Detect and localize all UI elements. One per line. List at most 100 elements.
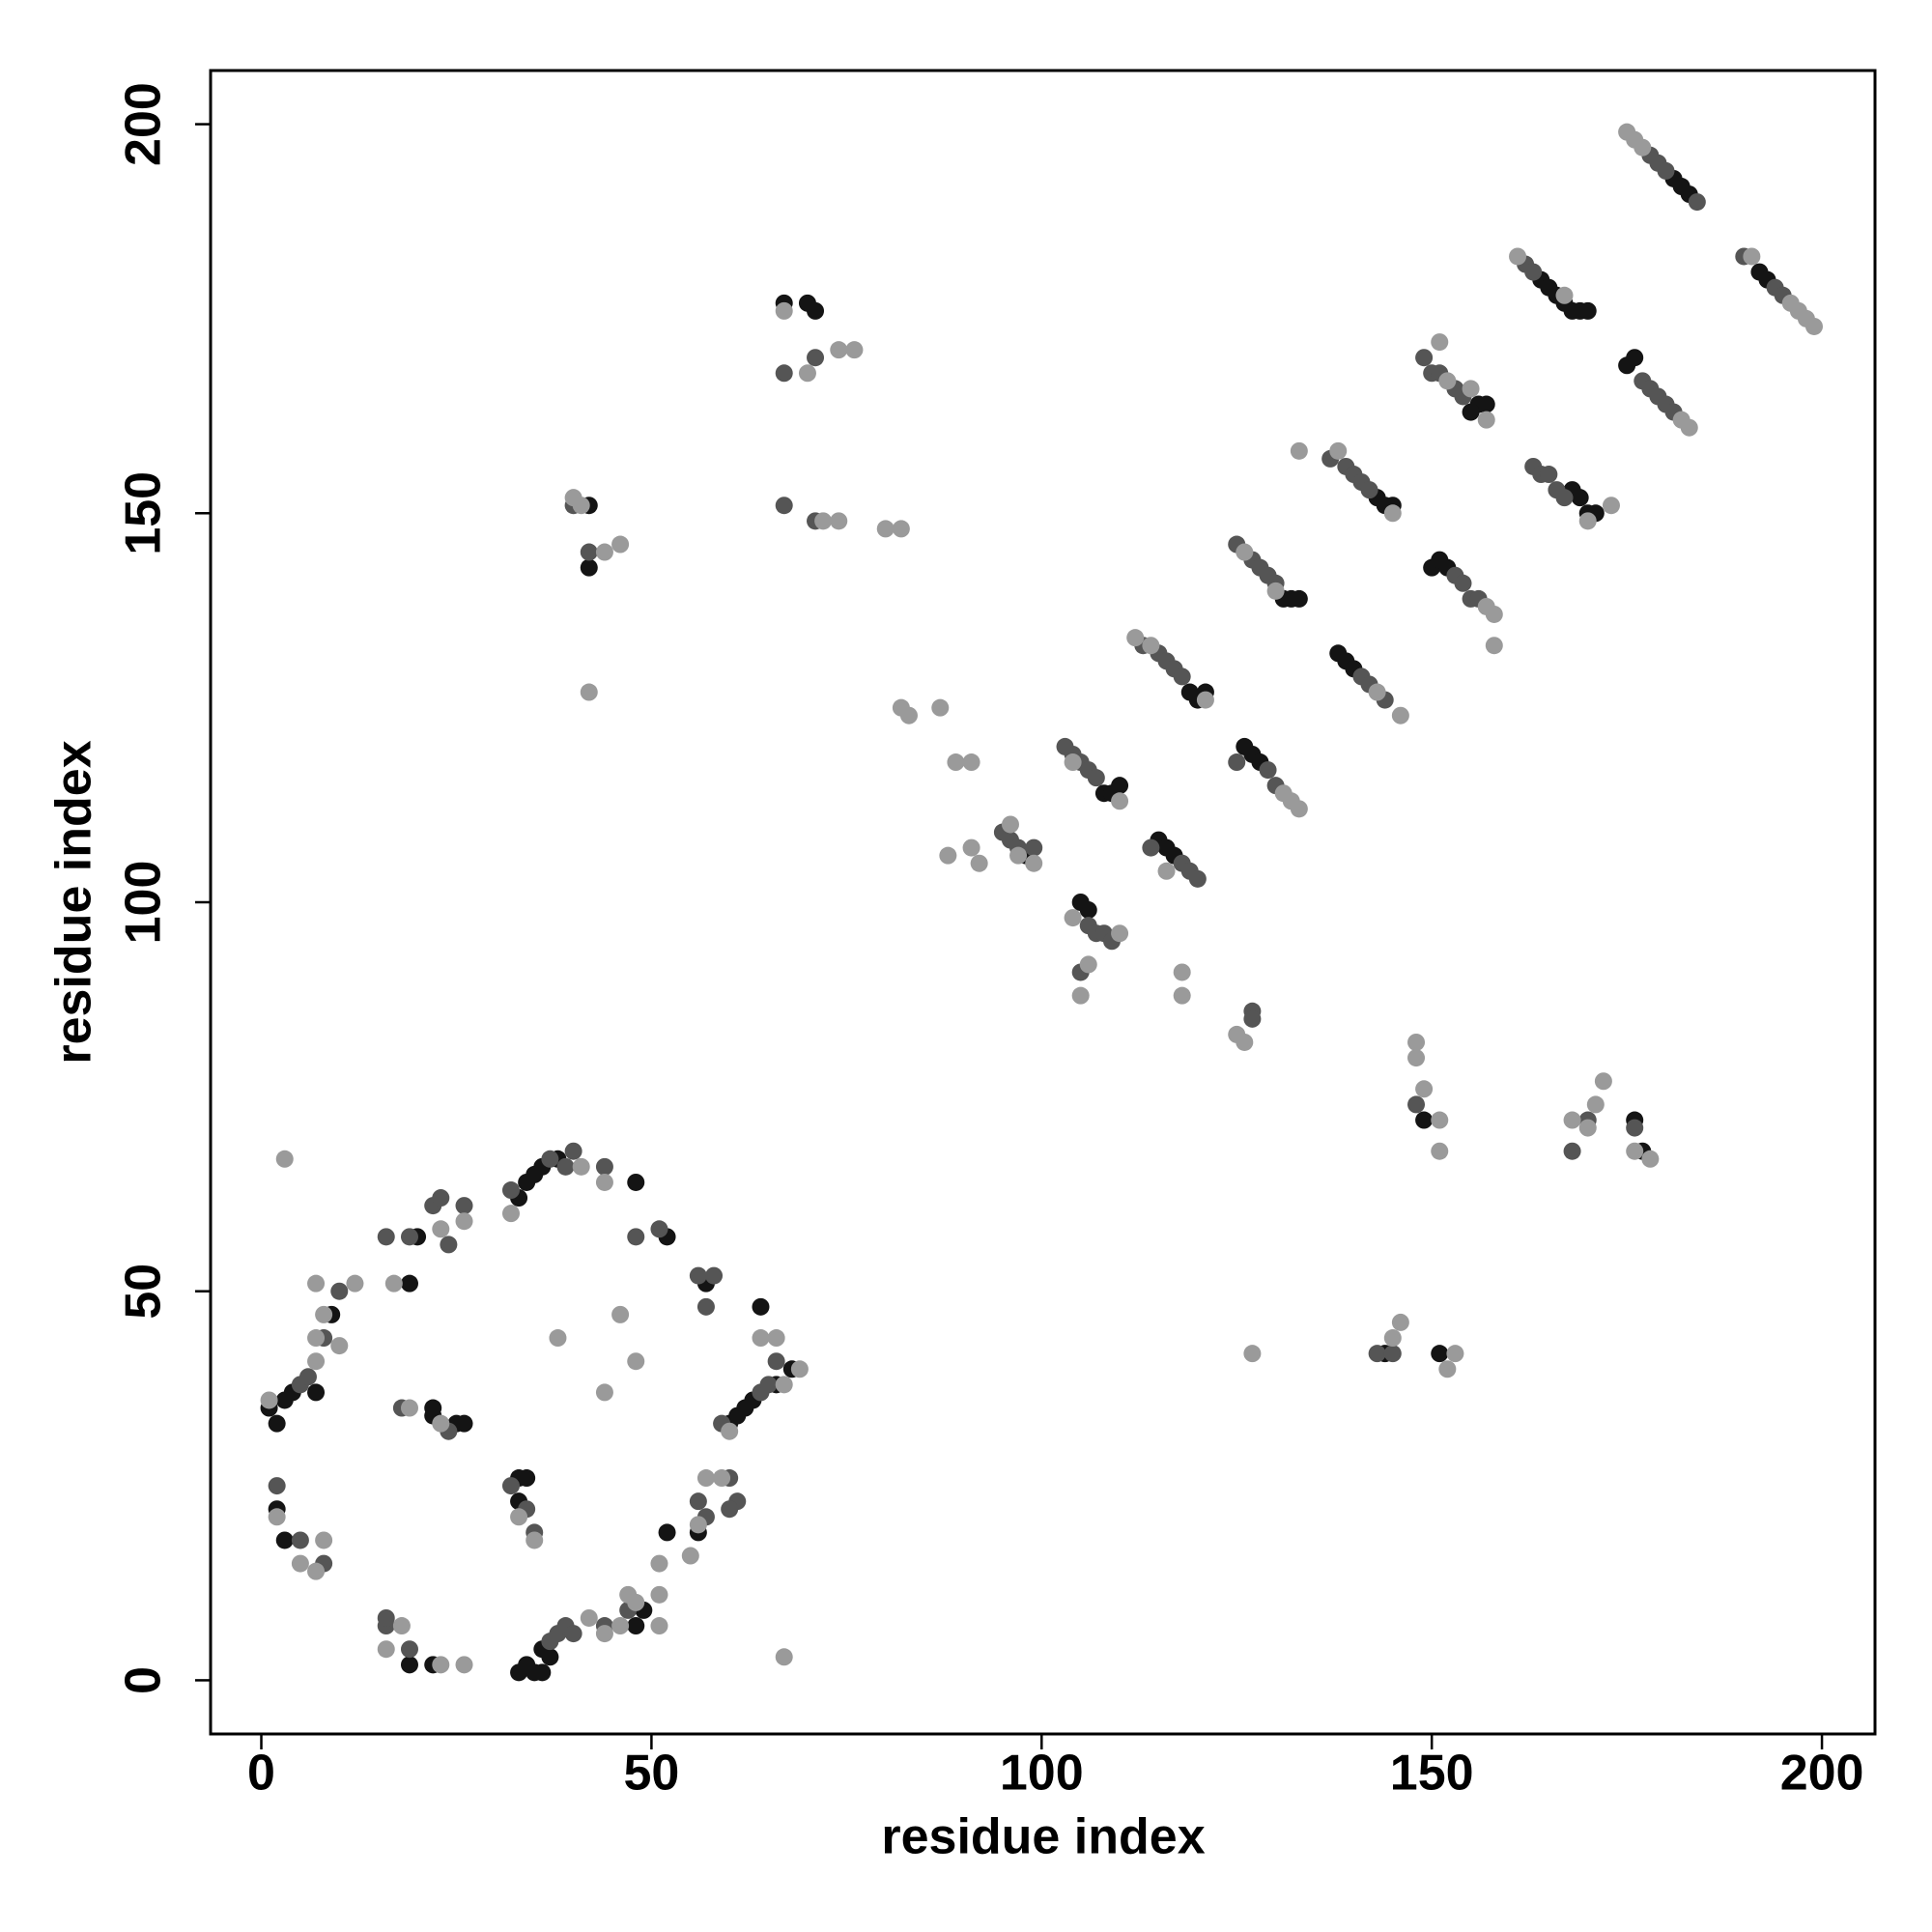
point (400, 1656, 418, 1674)
point (1243, 1345, 1262, 1363)
point (1555, 489, 1574, 507)
point (533, 1663, 552, 1682)
point (1431, 333, 1449, 352)
point (1173, 963, 1191, 981)
point (291, 1531, 309, 1549)
point (627, 1352, 645, 1371)
point (1188, 869, 1207, 888)
point (400, 1274, 418, 1293)
point (1290, 589, 1308, 608)
point (1087, 769, 1105, 787)
point (1634, 138, 1652, 156)
point (307, 1352, 326, 1371)
point (1329, 441, 1348, 460)
point (1509, 247, 1527, 266)
point (627, 1173, 645, 1191)
point (1111, 777, 1129, 795)
point (595, 1625, 613, 1643)
point (307, 1383, 326, 1402)
point (627, 1228, 645, 1246)
point (1391, 1313, 1409, 1331)
point (775, 364, 793, 383)
point (1071, 894, 1090, 911)
point (1594, 1072, 1612, 1091)
point (962, 838, 980, 857)
point (611, 535, 630, 554)
x-tick-label: 50 (623, 1746, 679, 1802)
point (830, 341, 848, 359)
point (696, 1469, 715, 1488)
point (1626, 1119, 1644, 1137)
point (260, 1391, 278, 1409)
point (689, 1516, 707, 1534)
point (1578, 1119, 1597, 1137)
point (1243, 1009, 1262, 1028)
point (830, 512, 848, 530)
point (1360, 481, 1378, 499)
point (1485, 637, 1503, 655)
point (315, 1531, 333, 1549)
point (1064, 753, 1082, 772)
point (1524, 263, 1543, 281)
y-tick-label: 50 (116, 1264, 172, 1320)
point (455, 1197, 473, 1215)
point (1462, 380, 1480, 398)
point (627, 1617, 645, 1635)
point (580, 683, 598, 701)
point (1431, 1111, 1449, 1129)
point (307, 1562, 326, 1580)
point (377, 1608, 395, 1627)
point (315, 1305, 333, 1323)
point (330, 1282, 349, 1300)
point (798, 364, 816, 383)
x-tick-label: 100 (1000, 1746, 1084, 1802)
point (1563, 1142, 1581, 1160)
point (962, 753, 980, 772)
point (899, 706, 918, 724)
point (377, 1228, 395, 1246)
point (1259, 761, 1277, 780)
point (705, 1266, 724, 1285)
point (1009, 846, 1028, 865)
point (275, 1150, 294, 1168)
point (775, 1648, 793, 1666)
point (268, 1477, 286, 1495)
x-tick-label: 150 (1390, 1746, 1474, 1802)
point (595, 1383, 613, 1402)
y-tick-label: 0 (116, 1666, 172, 1694)
point (564, 1142, 582, 1160)
point (1407, 1095, 1426, 1114)
point (1641, 1150, 1660, 1168)
point (298, 1368, 317, 1386)
y-tick-label: 200 (116, 82, 172, 166)
point (580, 558, 598, 577)
point (432, 1656, 450, 1674)
point (1025, 854, 1043, 872)
point (1025, 838, 1043, 857)
point (455, 1414, 473, 1433)
point (455, 1212, 473, 1231)
point (595, 1157, 613, 1176)
point (1657, 161, 1675, 180)
point (501, 1205, 520, 1223)
point (400, 1640, 418, 1659)
point (1064, 909, 1082, 927)
point (1415, 1111, 1434, 1129)
point (1407, 1033, 1426, 1051)
point (759, 1376, 778, 1394)
point (1266, 582, 1285, 600)
point (501, 1477, 520, 1495)
point (268, 1508, 286, 1526)
point (1446, 1345, 1464, 1363)
point (377, 1640, 395, 1659)
point (541, 1150, 559, 1168)
point (1578, 512, 1597, 530)
point (501, 1181, 520, 1200)
point (939, 846, 957, 865)
point (752, 1297, 770, 1316)
point (767, 1352, 785, 1371)
point (627, 1593, 645, 1611)
point (595, 543, 613, 561)
point (1462, 403, 1480, 421)
point (307, 1329, 326, 1348)
